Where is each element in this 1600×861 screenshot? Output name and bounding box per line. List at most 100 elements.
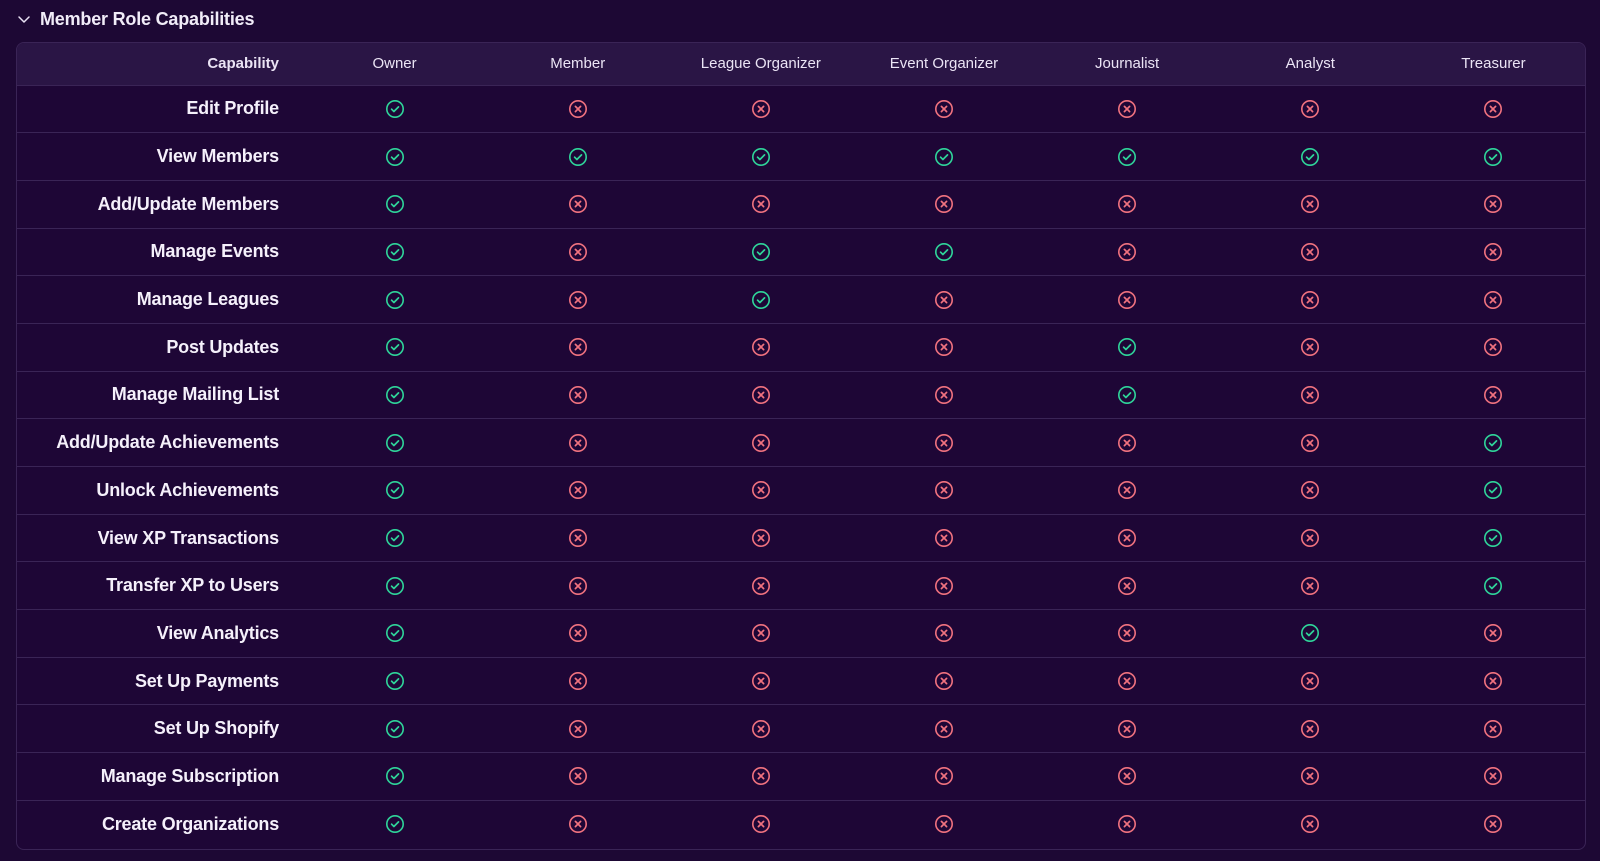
check-circle-icon <box>1483 433 1503 452</box>
check-circle-icon <box>1483 147 1503 166</box>
column-header-journalist: Journalist <box>1095 55 1160 73</box>
permission-cell <box>486 133 669 181</box>
permission-cell <box>1402 133 1585 181</box>
capability-label: Manage Mailing List <box>111 384 279 405</box>
check-circle-icon <box>385 99 405 118</box>
permission-cell <box>303 371 486 419</box>
x-circle-icon <box>934 385 954 404</box>
permission-cell <box>1036 800 1219 848</box>
check-circle-icon <box>385 195 405 214</box>
x-circle-icon <box>1483 767 1503 786</box>
capabilities-table: Capability Owner Member League Organizer Ev… <box>16 42 1586 850</box>
permission-cell <box>1219 800 1402 848</box>
check-circle-icon <box>385 767 405 786</box>
x-circle-icon <box>751 99 771 118</box>
permission-cell <box>1219 467 1402 515</box>
column-header-treasurer: Treasurer <box>1461 55 1526 73</box>
check-circle-icon <box>1483 529 1503 548</box>
permission-cell <box>1402 323 1585 371</box>
permission-cell <box>852 610 1035 658</box>
check-circle-icon <box>385 433 405 452</box>
check-circle-icon <box>385 719 405 738</box>
permission-cell <box>669 228 852 276</box>
capability-label: View Members <box>156 146 280 167</box>
x-circle-icon <box>934 624 954 643</box>
permission-cell <box>1219 371 1402 419</box>
x-circle-icon <box>934 290 954 309</box>
table-row: View Members <box>17 132 1585 181</box>
x-circle-icon <box>1117 195 1137 214</box>
x-circle-icon <box>1483 242 1503 261</box>
permission-cell <box>303 228 486 276</box>
x-circle-icon <box>1117 624 1137 643</box>
permission-cell <box>852 467 1035 515</box>
permission-cell <box>1402 276 1585 324</box>
permission-cell <box>1219 610 1402 658</box>
permission-cell <box>1036 323 1219 371</box>
permission-cell <box>486 657 669 705</box>
column-header-league-organizer: League Organizer <box>700 55 821 73</box>
check-circle-icon <box>751 147 771 166</box>
permission-cell <box>1036 133 1219 181</box>
permission-cell <box>852 323 1035 371</box>
x-circle-icon <box>1483 99 1503 118</box>
check-circle-icon <box>385 147 405 166</box>
x-circle-icon <box>934 433 954 452</box>
x-circle-icon <box>934 672 954 691</box>
x-circle-icon <box>1483 815 1503 834</box>
x-circle-icon <box>1483 338 1503 357</box>
x-circle-icon <box>1117 576 1137 595</box>
permission-cell <box>1036 180 1219 228</box>
permission-cell <box>1402 562 1585 610</box>
check-circle-icon <box>385 290 405 309</box>
permission-cell <box>303 753 486 801</box>
check-circle-icon <box>385 815 405 834</box>
x-circle-icon <box>751 195 771 214</box>
check-circle-icon <box>385 481 405 500</box>
permission-cell <box>486 371 669 419</box>
permission-cell <box>486 419 669 467</box>
check-circle-icon <box>1483 481 1503 500</box>
x-circle-icon <box>751 576 771 595</box>
x-circle-icon <box>1483 624 1503 643</box>
permission-cell <box>669 467 852 515</box>
permission-cell <box>1219 753 1402 801</box>
x-circle-icon <box>751 672 771 691</box>
x-circle-icon <box>1300 433 1320 452</box>
table-row: View XP Transactions <box>17 514 1585 562</box>
capability-label: Add/Update Achievements <box>56 432 279 453</box>
table-row: Manage Mailing List <box>17 371 1585 419</box>
x-circle-icon <box>568 195 588 214</box>
permission-cell <box>1219 323 1402 371</box>
permission-cell <box>486 800 669 848</box>
check-circle-icon <box>1300 147 1320 166</box>
x-circle-icon <box>1300 767 1320 786</box>
section-toggle[interactable]: Member Role Capabilities <box>16 6 254 32</box>
capability-label: Transfer XP to Users <box>106 575 279 596</box>
x-circle-icon <box>934 815 954 834</box>
permission-cell <box>669 800 852 848</box>
capability-label: Set Up Shopify <box>153 718 279 739</box>
permission-cell <box>1036 562 1219 610</box>
column-header-analyst: Analyst <box>1285 55 1335 73</box>
x-circle-icon <box>568 481 588 500</box>
x-circle-icon <box>1117 433 1137 452</box>
check-circle-icon <box>1300 624 1320 643</box>
permission-cell <box>1402 419 1585 467</box>
column-header-event-organizer: Event Organizer <box>889 55 999 73</box>
x-circle-icon <box>1117 672 1137 691</box>
x-circle-icon <box>934 99 954 118</box>
chevron-down-icon <box>18 16 30 23</box>
table-row: Set Up Shopify <box>17 704 1585 753</box>
capability-label: Manage Leagues <box>136 289 279 310</box>
x-circle-icon <box>751 624 771 643</box>
permission-cell <box>669 753 852 801</box>
permission-cell <box>486 467 669 515</box>
permission-cell <box>1219 514 1402 562</box>
x-circle-icon <box>751 385 771 404</box>
permission-cell <box>852 753 1035 801</box>
permission-cell <box>303 657 486 705</box>
x-circle-icon <box>568 385 588 404</box>
permission-cell <box>1036 705 1219 753</box>
permission-cell <box>1036 419 1219 467</box>
